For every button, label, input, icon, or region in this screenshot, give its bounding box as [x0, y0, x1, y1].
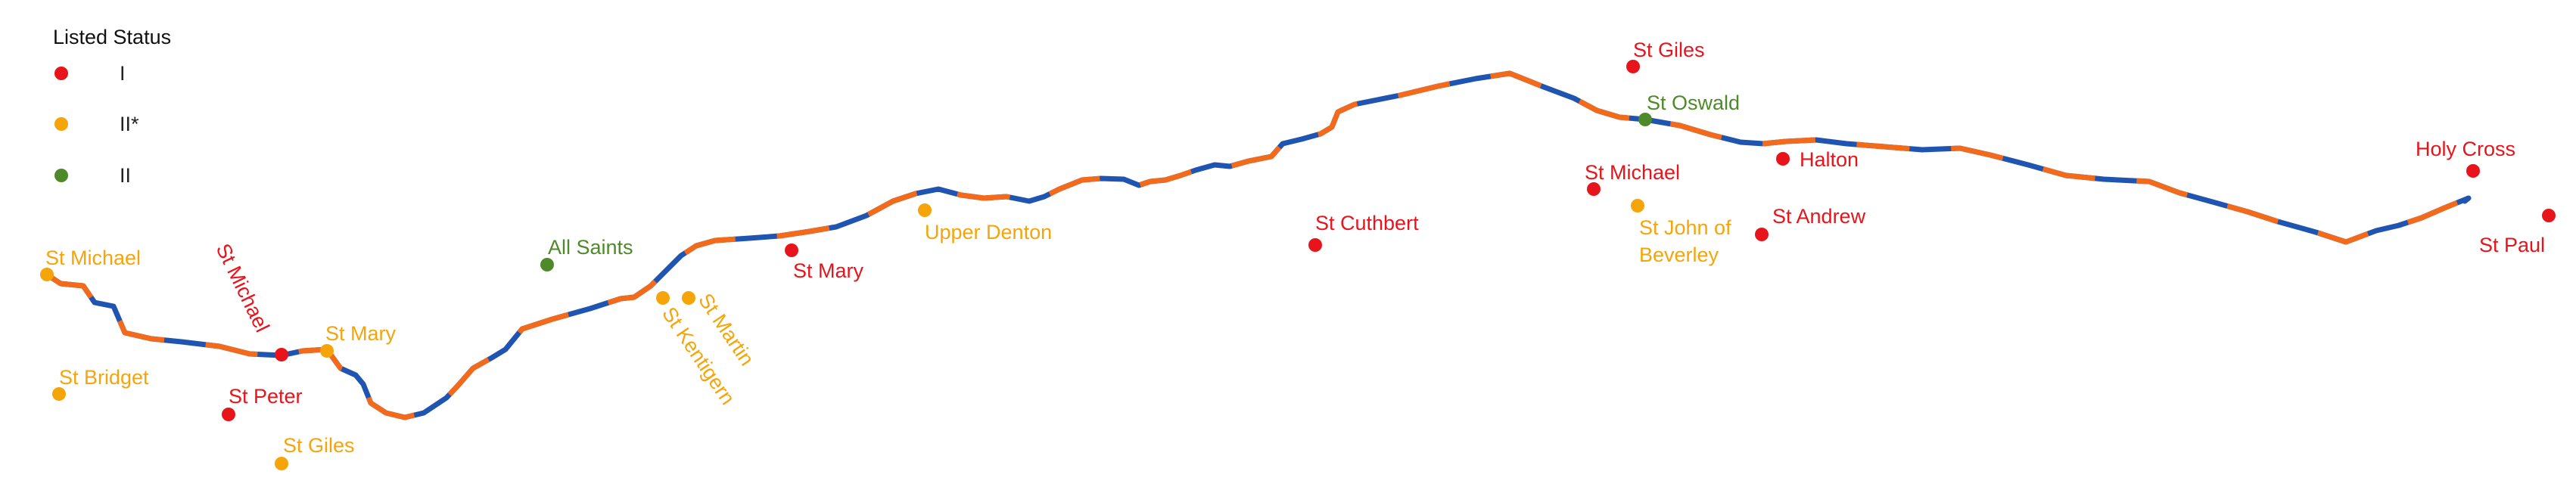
church-label: St Bridget — [59, 366, 149, 389]
church-marker[interactable] — [1308, 238, 1322, 252]
church-marker[interactable] — [1638, 113, 1652, 126]
church-label: St Giles — [1633, 39, 1705, 61]
church-st-bridget[interactable]: St Bridget — [52, 366, 149, 401]
church-st-mary-w[interactable]: St Mary — [320, 322, 397, 358]
legend-marker-grade-ii — [54, 169, 68, 182]
church-st-michael-2[interactable]: St Michael — [212, 240, 288, 361]
church-marker[interactable] — [2466, 164, 2480, 178]
church-marker[interactable] — [540, 258, 554, 271]
church-label: All Saints — [548, 236, 633, 259]
church-marker[interactable] — [275, 457, 288, 470]
church-st-michael-e[interactable]: St Michael — [1585, 161, 1680, 196]
church-label: St John of Beverley — [1639, 216, 1737, 266]
church-label: Halton — [1800, 148, 1859, 171]
church-label: Holy Cross — [2416, 138, 2515, 160]
legend-label-grade-i: I — [120, 62, 126, 85]
church-st-peter[interactable]: St Peter — [222, 385, 303, 421]
church-marker[interactable] — [275, 348, 288, 361]
church-st-giles-w[interactable]: St Giles — [275, 434, 355, 470]
legend-label-grade-ii: II — [120, 164, 131, 187]
church-label: St Oswald — [1647, 92, 1740, 114]
church-marker[interactable] — [1755, 228, 1769, 241]
church-label: St Mary — [793, 259, 864, 282]
church-marker[interactable] — [682, 291, 695, 305]
legend-marker-grade-ii-star — [54, 117, 68, 131]
church-marker[interactable] — [1631, 199, 1644, 212]
church-marker[interactable] — [52, 387, 66, 401]
church-marker[interactable] — [222, 408, 235, 421]
church-label: Upper Denton — [925, 221, 1052, 244]
church-label-line-2: Beverley — [1639, 244, 1719, 266]
church-marker[interactable] — [918, 203, 932, 217]
church-st-michael-w[interactable]: St Michael — [40, 247, 141, 281]
legend-title: Listed Status — [53, 26, 171, 48]
church-st-john-of-beverley[interactable]: St John of Beverley — [1631, 199, 1737, 266]
church-label: St Andrew — [1772, 205, 1866, 228]
church-holy-cross[interactable]: Holy Cross — [2416, 138, 2515, 178]
church-label: St Michael — [1585, 161, 1680, 184]
church-marker[interactable] — [2542, 209, 2556, 222]
legend: Listed Status I II* II — [53, 26, 171, 187]
church-label: St Giles — [283, 434, 355, 457]
route-dash — [45, 70, 2472, 420]
church-marker[interactable] — [1587, 182, 1601, 196]
route-line — [44, 70, 2472, 420]
church-marker[interactable] — [1626, 60, 1640, 73]
church-st-mary-e[interactable]: St Mary — [785, 244, 864, 282]
church-st-andrew[interactable]: St Andrew — [1755, 205, 1866, 241]
church-label: St Michael — [45, 247, 141, 269]
church-halton[interactable]: Halton — [1776, 148, 1859, 171]
legend-marker-grade-i — [54, 67, 68, 80]
church-st-paul[interactable]: St Paul — [2479, 209, 2556, 256]
church-marker[interactable] — [656, 291, 670, 305]
church-marker[interactable] — [40, 268, 54, 281]
church-label: St Michael — [212, 240, 274, 335]
legend-label-grade-ii-star: II* — [120, 113, 139, 135]
church-label: St Mary — [325, 322, 397, 345]
church-st-giles-e[interactable]: St Giles — [1626, 39, 1705, 73]
church-marker[interactable] — [1776, 152, 1790, 166]
church-st-oswald[interactable]: St Oswald — [1638, 92, 1740, 126]
church-all-saints[interactable]: All Saints — [540, 236, 633, 271]
church-marker[interactable] — [785, 244, 798, 257]
church-label: St Peter — [229, 385, 303, 408]
church-label: St Paul — [2479, 234, 2545, 256]
church-st-cuthbert[interactable]: St Cuthbert — [1308, 212, 1419, 252]
route-base — [44, 70, 2472, 420]
church-marker[interactable] — [320, 344, 334, 358]
church-layer: St Michael St Bridget St Michael St Pete… — [40, 39, 2556, 470]
church-label-line-1: St John of — [1639, 216, 1731, 239]
church-upper-denton[interactable]: Upper Denton — [918, 203, 1052, 244]
church-label: St Cuthbert — [1315, 212, 1419, 234]
